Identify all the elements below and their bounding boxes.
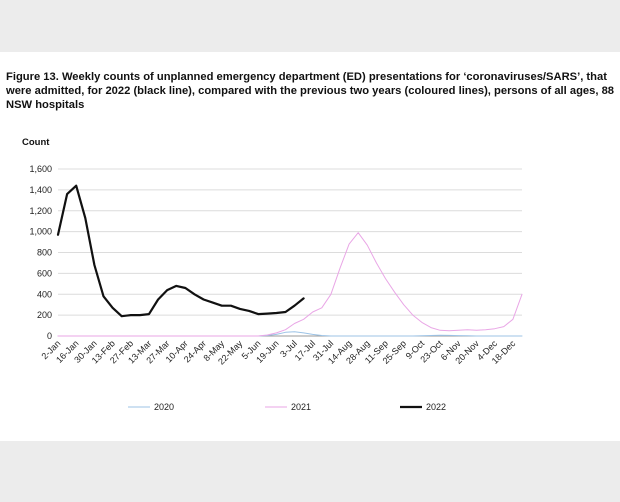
series-line-2020 — [57, 331, 523, 337]
y-tick-label: 200 — [37, 310, 52, 320]
figure-title: Figure 13. Weekly counts of unplanned em… — [6, 71, 615, 111]
y-tick-label: 600 — [37, 268, 52, 278]
y-tick-label: 1,200 — [29, 206, 52, 216]
y-tick-label: 1,400 — [29, 185, 52, 195]
series-line-2021 — [57, 232, 523, 337]
legend: 2020 2021 2022 — [128, 402, 446, 412]
x-tick-labels: 2-Jan16-Jan30-Jan13-Feb27-Feb13-Mar27-Ma… — [39, 338, 517, 367]
gridlines — [58, 168, 522, 316]
y-tick-label: 1,000 — [29, 227, 52, 237]
legend-label-2020: 2020 — [154, 402, 174, 412]
y-tick-label: 1,600 — [29, 164, 52, 174]
line-chart: Count 02004006008001,0001,2001,4001,600 … — [22, 137, 523, 412]
y-tick-label: 800 — [37, 248, 52, 258]
legend-label-2022: 2022 — [426, 402, 446, 412]
legend-label-2021: 2021 — [291, 402, 311, 412]
y-tick-labels: 0 200 400 600 800 1,000 1,200 1,400 1,600 — [29, 164, 52, 341]
y-tick-label: 0 — [47, 331, 52, 341]
series-line-2022 — [56, 184, 305, 318]
y-tick-label: 400 — [37, 289, 52, 299]
series-lines — [56, 184, 523, 337]
y-axis-title: Count — [22, 137, 50, 148]
figure-card: Figure 13. Weekly counts of unplanned em… — [0, 52, 620, 441]
